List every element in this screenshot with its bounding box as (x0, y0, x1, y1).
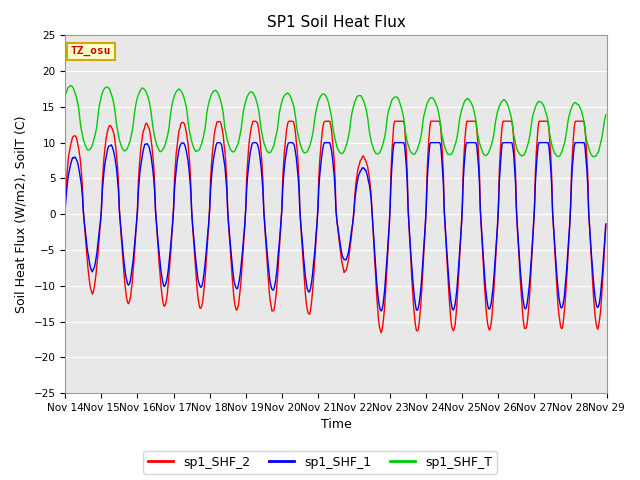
sp1_SHF_2 (61, 200, 69, 205)
sp1_SHF_2 (424, 150, 432, 156)
sp1_SHF_T (381, 134, 388, 140)
sp1_SHF_T (67, 83, 74, 88)
sp1_SHF_2 (286, 119, 294, 124)
sp1_SHF_1 (251, 140, 259, 145)
sp1_SHF_2 (157, 283, 164, 288)
sp1_SHF_T (602, 112, 610, 118)
Line: sp1_SHF_2: sp1_SHF_2 (65, 121, 606, 333)
Text: TZ_osu: TZ_osu (70, 46, 111, 56)
Title: SP1 Soil Heat Flux: SP1 Soil Heat Flux (266, 15, 405, 30)
sp1_SHF_T (307, 140, 315, 145)
X-axis label: Time: Time (321, 419, 351, 432)
Line: sp1_SHF_1: sp1_SHF_1 (65, 143, 606, 311)
sp1_SHF_1 (424, 164, 432, 170)
sp1_SHF_1 (200, 269, 208, 275)
sp1_SHF_1 (382, 275, 390, 280)
sp1_SHF_1 (157, 268, 164, 274)
sp1_SHF_2 (382, 288, 390, 294)
sp1_SHF_2 (470, 119, 478, 124)
sp1_SHF_1 (307, 285, 315, 290)
sp1_SHF_2 (307, 306, 315, 312)
Line: sp1_SHF_T: sp1_SHF_T (65, 85, 606, 156)
Legend: sp1_SHF_2, sp1_SHF_1, sp1_SHF_T: sp1_SHF_2, sp1_SHF_1, sp1_SHF_T (143, 451, 497, 474)
sp1_SHF_T (202, 125, 209, 131)
sp1_SHF_1 (377, 308, 385, 314)
sp1_SHF_1 (61, 205, 69, 211)
Y-axis label: Soil Heat Flux (W/m2), SoilT (C): Soil Heat Flux (W/m2), SoilT (C) (15, 116, 28, 313)
sp1_SHF_T (61, 92, 69, 97)
sp1_SHF_T (469, 105, 477, 111)
sp1_SHF_2 (602, 223, 610, 228)
sp1_SHF_T (590, 154, 598, 159)
sp1_SHF_T (158, 148, 166, 154)
sp1_SHF_1 (470, 140, 478, 145)
sp1_SHF_1 (602, 221, 610, 227)
sp1_SHF_T (423, 100, 431, 106)
sp1_SHF_2 (200, 284, 208, 290)
sp1_SHF_2 (377, 330, 385, 336)
